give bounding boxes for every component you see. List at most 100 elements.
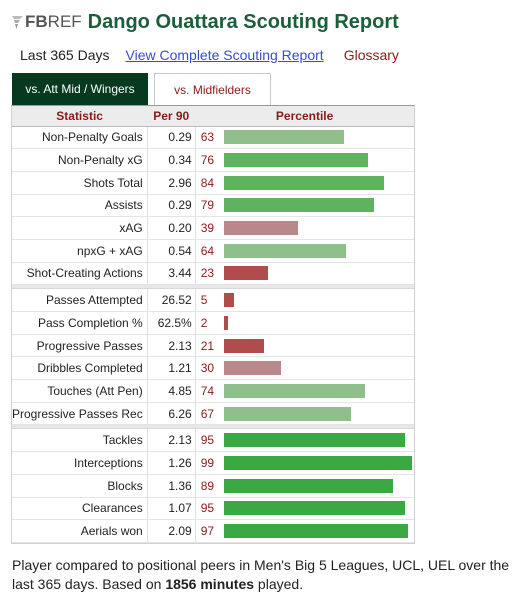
statistic-cell[interactable]: xAG [12, 216, 148, 240]
percentile-bar [223, 433, 405, 448]
statistic-cell[interactable]: Aerials won [12, 519, 148, 543]
statistic-cell[interactable]: Progressive Passes Rec [12, 402, 148, 426]
logo-fb-text: FB [25, 12, 48, 31]
table-row: Dribbles Completed 1.21 30 [12, 356, 414, 381]
table-header-row: Statistic Per 90 Percentile [12, 106, 414, 127]
percentile-value: 84 [200, 175, 215, 190]
percentile-value: 30 [200, 361, 215, 376]
percentile-wrap: 63 [201, 129, 414, 145]
statistic-cell[interactable]: Progressive Passes [12, 334, 148, 358]
percentile-cell: 63 [195, 126, 414, 150]
fbref-logo[interactable]: FB REF [10, 12, 82, 32]
tab-midfielders[interactable]: vs. Midfielders [154, 73, 271, 105]
header-statistic[interactable]: Statistic [12, 106, 148, 127]
header-per90[interactable]: Per 90 [147, 106, 196, 127]
statistic-cell[interactable]: npxG + xAG [12, 239, 148, 263]
percentile-wrap: 99 [201, 455, 414, 471]
table-row: npxG + xAG 0.54 64 [12, 239, 414, 263]
percentile-wrap: 95 [201, 432, 414, 448]
statistic-cell[interactable]: Shot-Creating Actions [12, 262, 148, 286]
statistic-cell[interactable]: Clearances [12, 497, 148, 521]
percentile-cell: 21 [195, 334, 414, 358]
scouting-table-container: Statistic Per 90 Percentile Non-Penalty … [11, 105, 415, 544]
percentile-wrap: 64 [201, 243, 414, 259]
percentile-bar [223, 243, 346, 258]
fbref-logo-icon [10, 13, 24, 31]
percentile-wrap: 21 [201, 338, 414, 354]
percentile-cell: 74 [195, 379, 414, 403]
percentile-wrap: 74 [201, 383, 414, 399]
percentile-value: 99 [200, 455, 215, 470]
statistic-cell[interactable]: Blocks [12, 474, 148, 498]
percentile-cell: 99 [195, 451, 414, 475]
separator-cell [12, 424, 414, 430]
table-row: Interceptions 1.26 99 [12, 451, 414, 475]
per90-cell: 0.34 [147, 148, 196, 172]
percentile-value: 39 [200, 221, 215, 236]
percentile-value: 79 [200, 198, 215, 213]
percentile-wrap: 95 [201, 500, 414, 516]
percentile-wrap: 5 [201, 292, 414, 308]
percentile-bar [223, 266, 268, 281]
table-row: Non-Penalty xG 0.34 76 [12, 148, 414, 172]
percentile-cell: 95 [195, 428, 414, 453]
percentile-value: 74 [200, 383, 215, 398]
percentile-bar [223, 406, 351, 421]
group-separator [12, 284, 414, 290]
page-title: Dango Ouattara Scouting Report [87, 10, 399, 33]
header-percentile[interactable]: Percentile [195, 106, 414, 127]
percentile-wrap: 84 [201, 175, 414, 191]
table-row: Pass Completion % 62.5% 2 [12, 311, 414, 335]
statistic-cell[interactable]: Tackles [12, 428, 148, 453]
statistic-cell[interactable]: Assists [12, 194, 148, 218]
percentile-bar [223, 361, 281, 376]
percentile-bar [223, 524, 408, 539]
group-separator [12, 424, 414, 430]
tab-att-mid-wingers[interactable]: vs. Att Mid / Wingers [12, 73, 148, 105]
statistic-cell[interactable]: Passes Attempted [12, 288, 148, 312]
statistic-cell[interactable]: Shots Total [12, 171, 148, 195]
statistic-cell[interactable]: Pass Completion % [12, 311, 148, 335]
table-row: Assists 0.29 79 [12, 194, 414, 218]
percentile-cell: 79 [195, 194, 414, 218]
logo-ref-text: REF [47, 12, 82, 31]
statistic-cell[interactable]: Non-Penalty Goals [12, 126, 148, 150]
table-row: Progressive Passes 2.13 21 [12, 334, 414, 358]
per90-cell: 4.85 [147, 379, 196, 403]
per90-cell: 1.07 [147, 497, 196, 521]
percentile-value: 95 [200, 501, 215, 516]
percentile-bar [223, 153, 368, 168]
percentile-value: 23 [200, 266, 215, 281]
table-row: Touches (Att Pen) 4.85 74 [12, 379, 414, 403]
percentile-bar [223, 198, 374, 213]
statistic-cell[interactable]: Interceptions [12, 451, 148, 475]
statistic-cell[interactable]: Touches (Att Pen) [12, 379, 148, 403]
table-row: Blocks 1.36 89 [12, 474, 414, 498]
per90-cell: 26.52 [147, 288, 196, 312]
percentile-value: 95 [200, 433, 215, 448]
percentile-cell: 5 [195, 288, 414, 312]
glossary-link[interactable]: Glossary [343, 47, 399, 63]
statistic-cell[interactable]: Dribbles Completed [12, 356, 148, 381]
percentile-cell: 67 [195, 402, 414, 426]
complete-report-link[interactable]: View Complete Scouting Report [125, 47, 324, 63]
percentile-cell: 2 [195, 311, 414, 335]
percentile-wrap: 89 [201, 478, 414, 494]
percentile-cell: 76 [195, 148, 414, 172]
per90-cell: 2.96 [147, 171, 196, 195]
range-label: Last 365 Days [20, 47, 110, 63]
percentile-wrap: 39 [201, 220, 414, 236]
percentile-value: 63 [200, 130, 215, 145]
percentile-bar [223, 315, 228, 330]
footer-minutes: 1856 minutes [165, 576, 255, 592]
per90-cell: 2.09 [147, 519, 196, 543]
percentile-wrap: 67 [201, 406, 414, 422]
percentile-wrap: 97 [201, 523, 414, 539]
footer-text: Player compared to positional peers in M… [12, 557, 510, 592]
percentile-value: 21 [200, 338, 215, 353]
percentile-value: 64 [200, 243, 215, 258]
percentile-wrap: 23 [201, 265, 414, 281]
per90-cell: 1.26 [147, 451, 196, 475]
percentile-cell: 23 [195, 262, 414, 286]
statistic-cell[interactable]: Non-Penalty xG [12, 148, 148, 172]
